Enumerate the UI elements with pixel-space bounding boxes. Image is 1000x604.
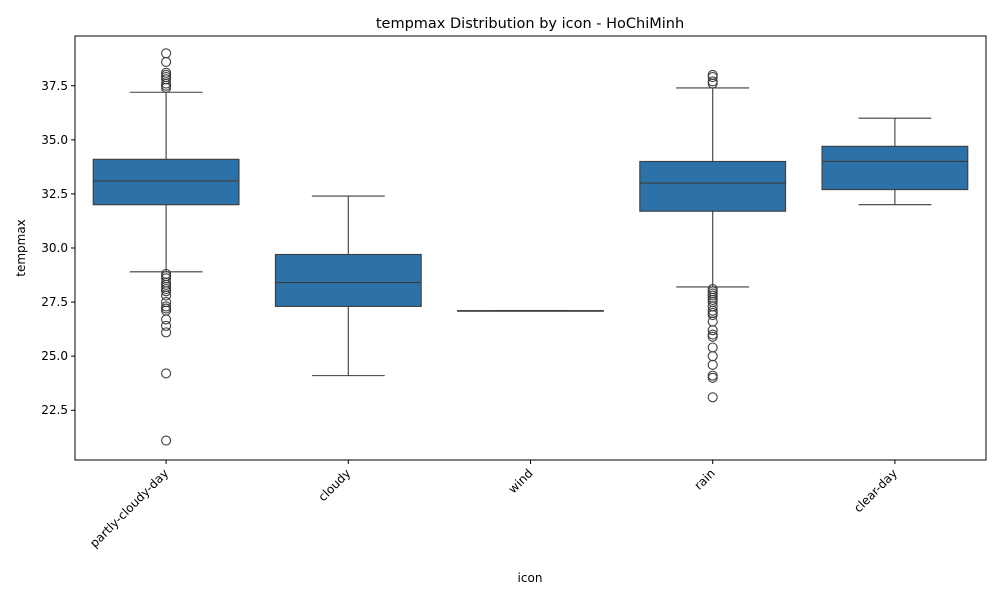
box-cloudy bbox=[274, 253, 422, 307]
outlier-point bbox=[707, 72, 718, 83]
y-tick-label: 27.5 bbox=[41, 295, 68, 309]
outlier-point bbox=[161, 82, 172, 93]
outlier-point bbox=[161, 286, 172, 297]
y-tick-label: 30.0 bbox=[41, 241, 68, 255]
y-tick-label: 22.5 bbox=[41, 403, 68, 417]
chart-title: tempmax Distribution by icon - HoChiMinh bbox=[376, 16, 684, 32]
box-rain bbox=[639, 160, 787, 212]
y-axis-label: tempmax bbox=[14, 219, 28, 277]
y-tick-label: 35.0 bbox=[41, 133, 68, 147]
outlier-point bbox=[161, 314, 172, 325]
outlier-point bbox=[707, 392, 718, 403]
outlier-point bbox=[161, 290, 172, 301]
plot-frame bbox=[74, 35, 987, 461]
y-tick-label: 25.0 bbox=[41, 349, 68, 363]
outlier-point bbox=[707, 372, 718, 383]
outlier-point bbox=[161, 56, 172, 68]
x-axis-label: icon bbox=[518, 571, 543, 585]
outlier-point bbox=[707, 359, 718, 370]
outlier-point bbox=[161, 368, 172, 379]
y-tick-label: 37.5 bbox=[41, 79, 68, 93]
outlier-point bbox=[707, 325, 718, 336]
y-tick-label: 32.5 bbox=[41, 187, 68, 201]
outlier-point bbox=[161, 435, 172, 446]
box-partly-cloudy-day bbox=[92, 158, 240, 206]
outlier-point bbox=[161, 327, 172, 338]
box-clear-day bbox=[821, 145, 969, 191]
outlier-point bbox=[161, 320, 172, 331]
outlier-point bbox=[707, 310, 718, 321]
plot-area: 22.525.027.530.032.535.037.5partly-cloud… bbox=[41, 48, 969, 550]
outlier-point bbox=[707, 78, 718, 89]
outlier-point bbox=[707, 331, 718, 342]
